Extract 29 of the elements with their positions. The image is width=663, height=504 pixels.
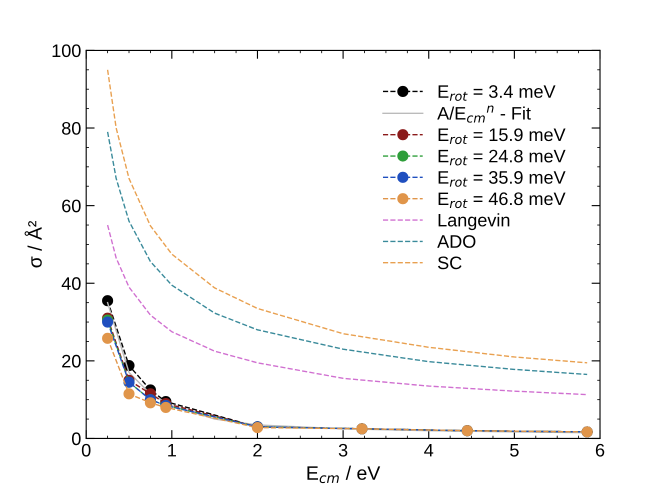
y-axis-title: σ / Å²: [24, 220, 42, 268]
y-tick-label: 40: [62, 277, 81, 290]
x-tick-label: 4: [424, 444, 434, 456]
legend-label: E$_{rot}$ = 15.9 meV: [438, 128, 566, 144]
x-tick-label: 3: [338, 444, 348, 457]
legend-label: E$_{rot}$ = 35.9 meV: [438, 171, 566, 187]
legend-label: Langevin: [438, 213, 510, 230]
point: [123, 388, 135, 400]
legend-label: A/E$_{cm}$$^{n}$ - Fit: [437, 106, 531, 123]
y-tick-label: 80: [62, 122, 81, 135]
legend-label: E$_{rot}$ = 24.8 meV: [438, 150, 566, 166]
y-tick-label: 0: [72, 432, 81, 446]
y-tick-label: 20: [62, 354, 81, 368]
x-tick-label: 6: [596, 444, 604, 457]
legend-label: E$_{rot}$ = 46.8 meV: [438, 192, 566, 208]
y-tick-label: 100: [52, 44, 81, 58]
point: [144, 397, 156, 408]
line-series: [106, 69, 588, 364]
x-tick-label: 0: [82, 444, 91, 457]
x-tick-label: 2: [253, 444, 262, 456]
x-tick-label: 1: [168, 444, 176, 456]
x-axis-title: E$_{cm}$ / eV: [307, 466, 380, 484]
legend-label: SC: [438, 256, 462, 270]
legend-label: E$_{rot}$ = 3.4 meV: [438, 85, 556, 101]
point: [102, 295, 114, 306]
legend-label: ADO: [437, 235, 476, 248]
point: [102, 332, 114, 344]
y-tick-label: 60: [62, 200, 81, 212]
x-tick-label: 5: [510, 444, 519, 457]
